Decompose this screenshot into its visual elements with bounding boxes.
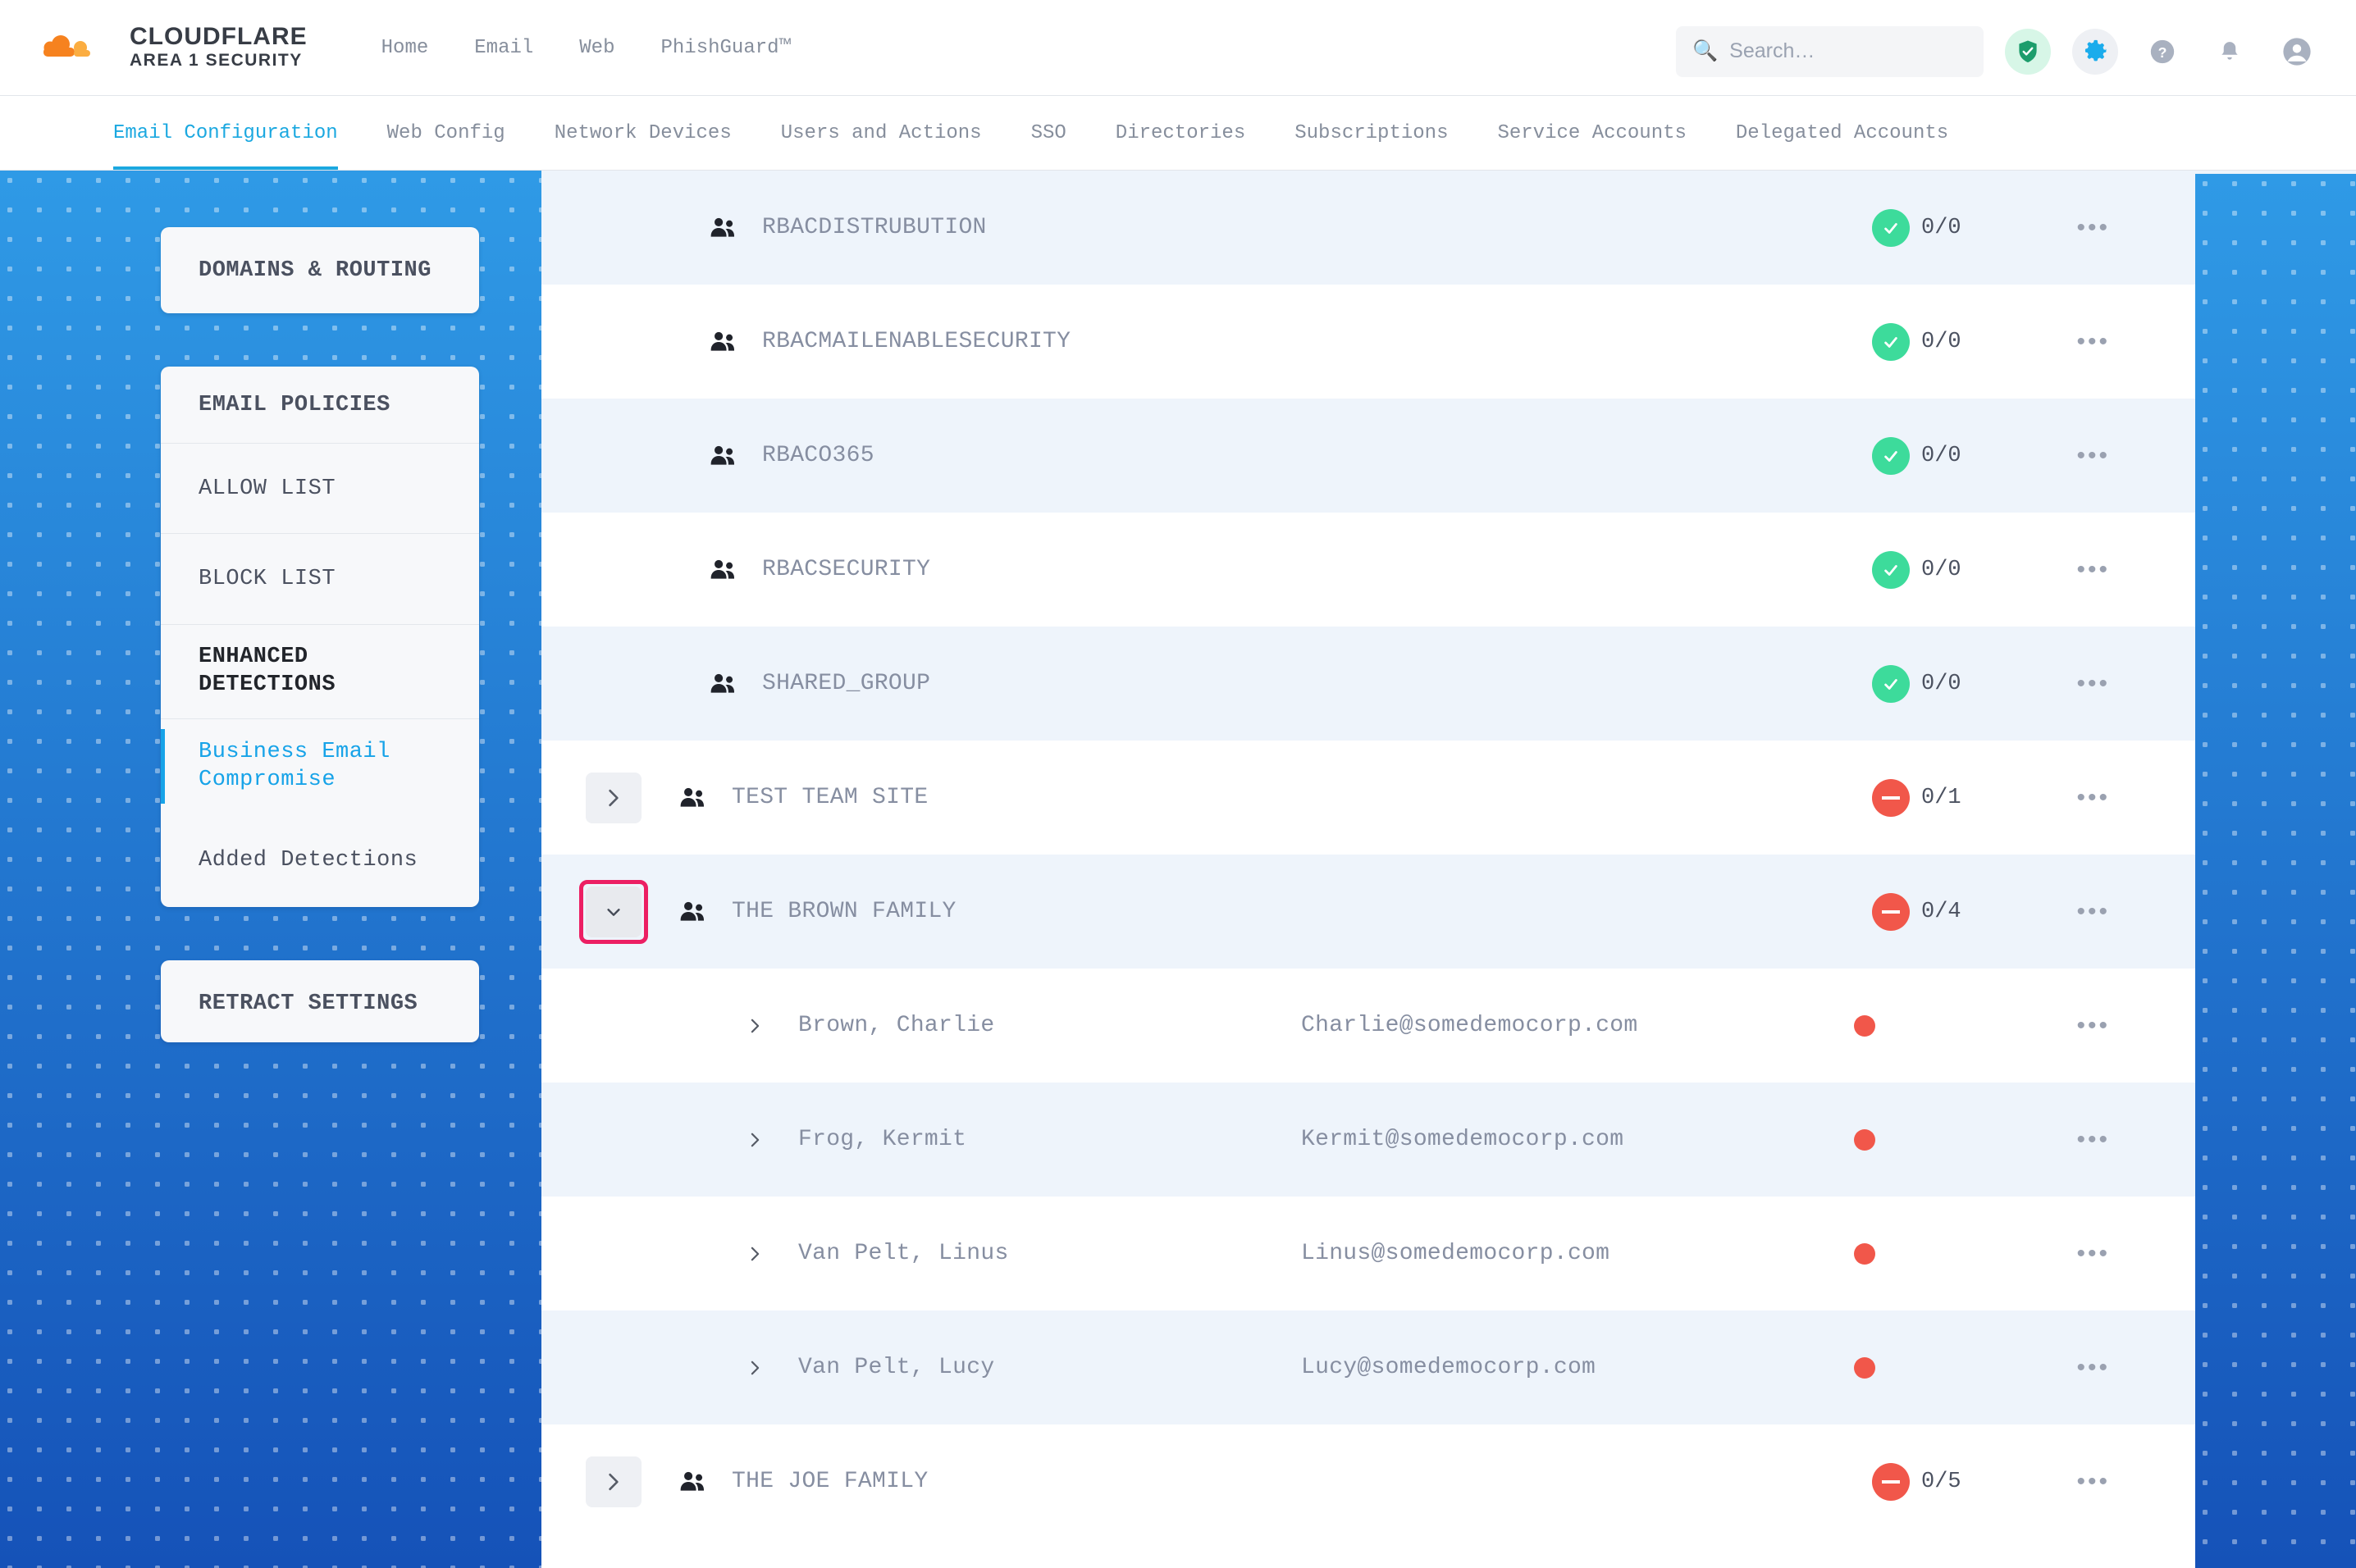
svg-text:?: ?	[2158, 43, 2167, 60]
